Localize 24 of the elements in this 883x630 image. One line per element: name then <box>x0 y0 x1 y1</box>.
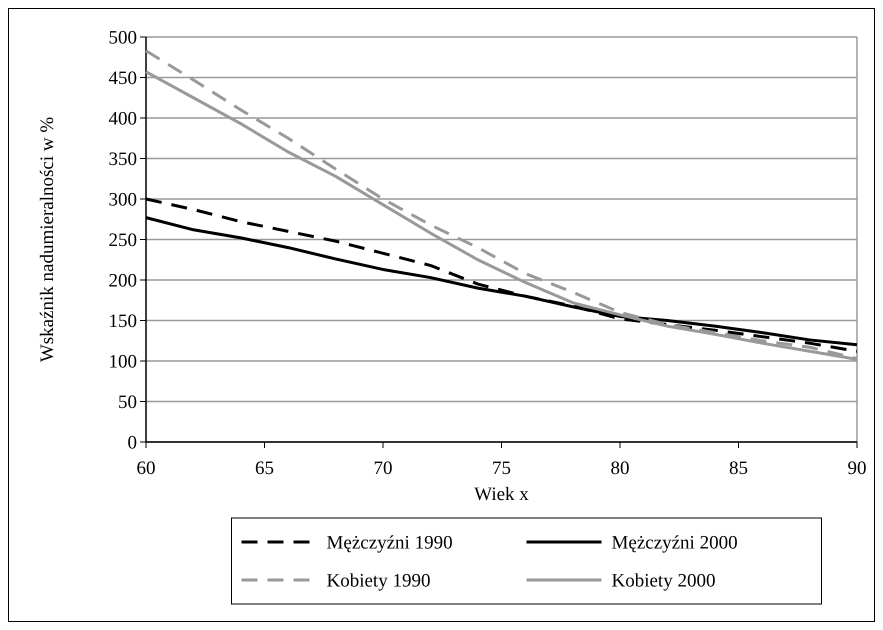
x-tick-label: 75 <box>492 458 511 479</box>
y-tick-label: 400 <box>108 108 137 130</box>
y-tick-label: 100 <box>108 352 137 373</box>
x-tick-label: 90 <box>848 458 866 479</box>
y-tick-label: 350 <box>108 149 137 170</box>
legend-label: Kobiety 1990 <box>326 570 430 592</box>
y-tick-label: 200 <box>108 270 137 292</box>
legend-label: Mężczyźni 2000 <box>612 532 738 554</box>
y-tick-label: 0 <box>128 432 137 454</box>
x-tick-label: 70 <box>374 458 392 479</box>
x-tick-label: 85 <box>729 458 748 479</box>
x-tick-label: 65 <box>255 458 274 479</box>
x-tick-label: 60 <box>136 458 156 479</box>
y-tick-label: 500 <box>108 28 137 49</box>
y-axis-title: Wskaźnik nadumieralności w % <box>37 116 58 362</box>
y-tick-label: 150 <box>108 311 137 332</box>
legend-label: Kobiety 2000 <box>612 570 716 592</box>
legend-label: Mężczyźni 1990 <box>326 532 453 554</box>
x-axis-title: Wiek x <box>474 484 530 505</box>
x-tick-label: 80 <box>610 458 630 479</box>
y-tick-label: 300 <box>108 190 137 211</box>
y-tick-label: 250 <box>108 230 137 252</box>
y-tick-label: 450 <box>108 68 137 90</box>
y-tick-label: 50 <box>118 392 137 414</box>
